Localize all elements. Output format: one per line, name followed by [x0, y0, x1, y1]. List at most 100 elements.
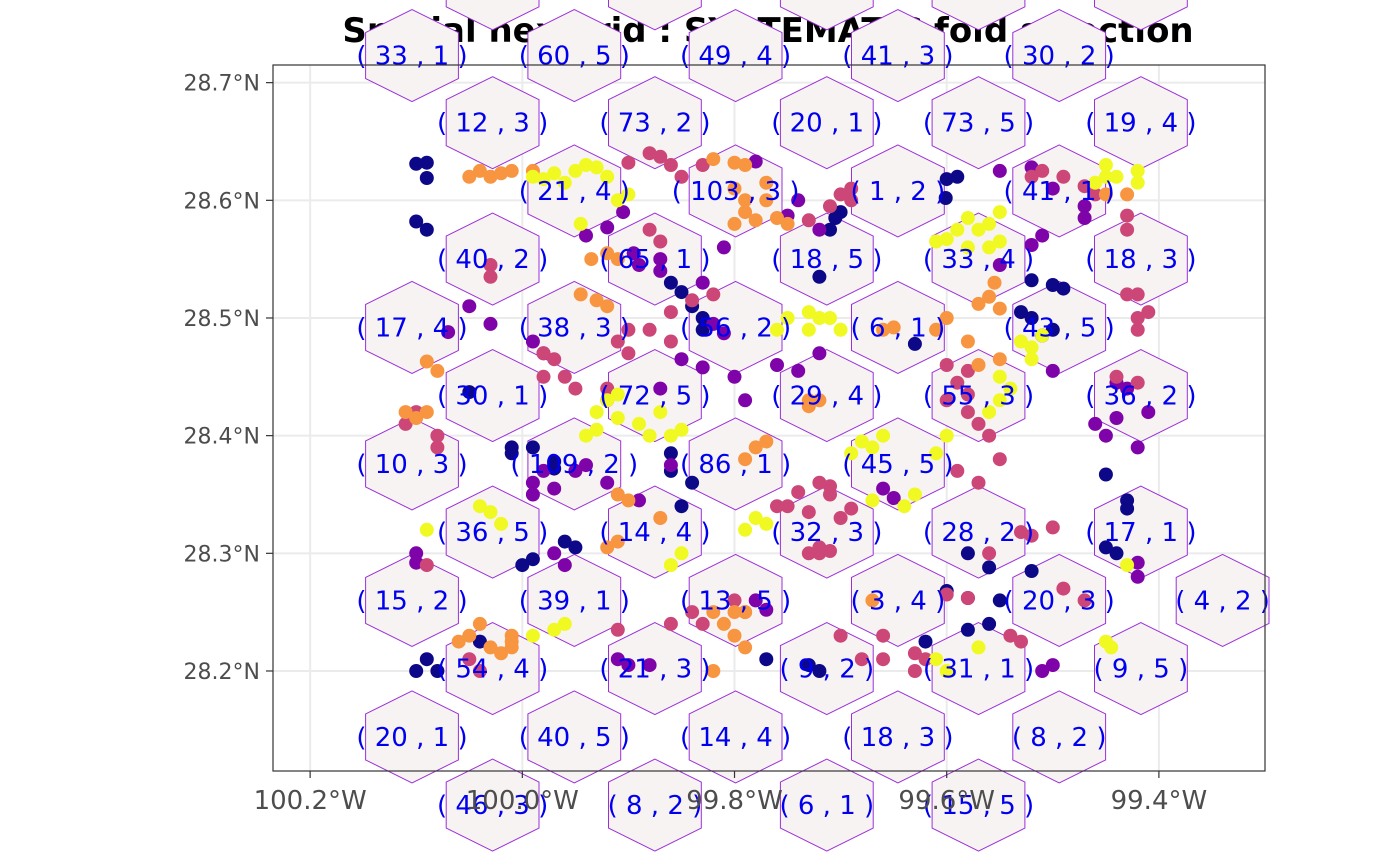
- sample-point-fold-3: [791, 485, 806, 500]
- hex-label: ( 31 , 1 ): [923, 655, 1034, 685]
- sample-point-fold-3: [419, 558, 434, 573]
- hex-cell: [1012, 9, 1107, 103]
- sample-point-fold-4: [876, 322, 891, 337]
- sample-point-fold-5: [844, 446, 859, 461]
- sample-point-fold-5: [738, 522, 753, 537]
- sample-point-fold-2: [557, 558, 572, 573]
- sample-point-fold-3: [1056, 581, 1071, 596]
- hex-label: ( 46 , 3 ): [437, 791, 548, 821]
- sample-point-fold-3: [430, 440, 445, 455]
- sample-point-fold-3: [801, 213, 816, 228]
- sample-point-fold-1: [918, 634, 933, 649]
- panel-border: [272, 64, 1266, 772]
- hex-cell: [1012, 690, 1107, 784]
- sample-point-fold-5: [632, 416, 646, 431]
- sample-point-fold-1: [685, 475, 700, 490]
- sample-point-fold-2: [642, 658, 657, 673]
- hex-label: ( 29 , 4 ): [771, 382, 882, 412]
- sample-point-fold-5: [557, 616, 572, 631]
- hex-cell: [527, 553, 622, 647]
- sample-point-fold-4: [419, 405, 434, 420]
- sample-point-fold-2: [441, 325, 456, 340]
- hex-label: ( 18 , 3 ): [1085, 245, 1196, 275]
- sample-point-fold-1: [960, 546, 975, 561]
- sample-point-fold-3: [483, 269, 498, 284]
- sample-point-fold-1: [674, 499, 689, 514]
- sample-point-fold-3: [950, 463, 965, 478]
- sample-point-fold-5: [929, 446, 944, 461]
- hex-label: ( 12 , 3 ): [437, 109, 548, 139]
- sample-point-fold-3: [557, 369, 572, 384]
- hex-label: ( 55 , 3 ): [923, 382, 1034, 412]
- sample-point-fold-1: [430, 664, 445, 678]
- sample-point-fold-3: [642, 222, 657, 237]
- hex-cell: [851, 553, 945, 647]
- sample-point-fold-5: [939, 428, 954, 443]
- sample-point-fold-3: [663, 305, 678, 320]
- sample-point-fold-2: [791, 363, 806, 378]
- hex-label: ( 32 , 3 ): [771, 518, 882, 548]
- sample-point-fold-4: [971, 296, 986, 311]
- hex-label: ( 6 , 1 ): [779, 791, 874, 821]
- sample-point-fold-3: [854, 652, 869, 667]
- sample-point-fold-4: [738, 158, 753, 172]
- sample-point-fold-2: [1045, 181, 1060, 196]
- sample-point-fold-2: [1035, 664, 1050, 678]
- sample-point-fold-2: [1109, 411, 1124, 425]
- sample-point-fold-4: [610, 252, 625, 267]
- hex-cell: [1175, 553, 1270, 647]
- sample-point-fold-1: [674, 285, 689, 300]
- sample-point-fold-4: [504, 163, 519, 178]
- sample-point-fold-2: [632, 493, 646, 508]
- sample-point-fold-3: [971, 416, 986, 431]
- sample-point-fold-5: [770, 322, 784, 337]
- sample-point-fold-3: [653, 149, 668, 164]
- hex-cell: [1012, 553, 1107, 647]
- hex-label: ( 17 , 4 ): [356, 313, 467, 343]
- sample-point-fold-3: [939, 393, 954, 408]
- sample-point-fold-2: [992, 258, 1007, 272]
- sample-point-fold-3: [833, 511, 848, 525]
- hex-label: ( 36 , 5 ): [437, 518, 548, 548]
- hex-label: ( 60 , 5 ): [519, 42, 630, 72]
- hex-cell: [779, 622, 874, 716]
- sample-point-fold-3: [844, 181, 859, 196]
- hex-cell: [931, 76, 1026, 170]
- sample-point-fold-4: [727, 628, 742, 643]
- x-tick-label: 99.6°W: [898, 786, 995, 816]
- y-tick-label: 28.6°N: [184, 189, 260, 214]
- sample-point-fold-4: [992, 352, 1007, 367]
- sample-point-fold-3: [1109, 369, 1124, 384]
- sample-point-fold-5: [547, 622, 562, 637]
- sample-point-fold-3: [398, 416, 413, 431]
- sample-point-fold-4: [971, 358, 986, 372]
- sample-point-fold-5: [971, 222, 986, 237]
- sample-point-fold-2: [1141, 405, 1156, 420]
- sample-point-fold-3: [663, 158, 678, 172]
- hex-cell: [851, 144, 945, 238]
- hex-cell: [779, 212, 874, 306]
- sample-point-fold-5: [929, 234, 944, 249]
- hex-cell: [1094, 0, 1188, 31]
- sample-point-fold-2: [727, 369, 742, 384]
- sample-point-fold-3: [1014, 525, 1028, 540]
- sample-point-fold-3: [685, 293, 700, 308]
- sample-point-fold-3: [430, 428, 445, 443]
- sample-point-fold-5: [621, 187, 636, 202]
- sample-point-fold-4: [759, 434, 774, 449]
- sample-point-fold-2: [462, 299, 477, 314]
- hex-cell: [445, 485, 540, 579]
- hex-cell: [608, 758, 702, 852]
- y-tick-label: 28.4°N: [184, 425, 260, 450]
- sample-point-fold-5: [992, 205, 1007, 220]
- sample-point-fold-4: [653, 511, 668, 525]
- sample-point-fold-4: [716, 616, 731, 631]
- hex-label: ( 41 , 3 ): [842, 42, 953, 72]
- hex-cell: [608, 0, 702, 31]
- sample-point-fold-4: [409, 411, 424, 425]
- sample-point-fold-2: [748, 593, 763, 608]
- sample-point-fold-1: [982, 616, 997, 631]
- sample-point-fold-3: [907, 646, 922, 661]
- sample-point-fold-5: [525, 169, 540, 184]
- sample-point-fold-3: [1120, 287, 1135, 302]
